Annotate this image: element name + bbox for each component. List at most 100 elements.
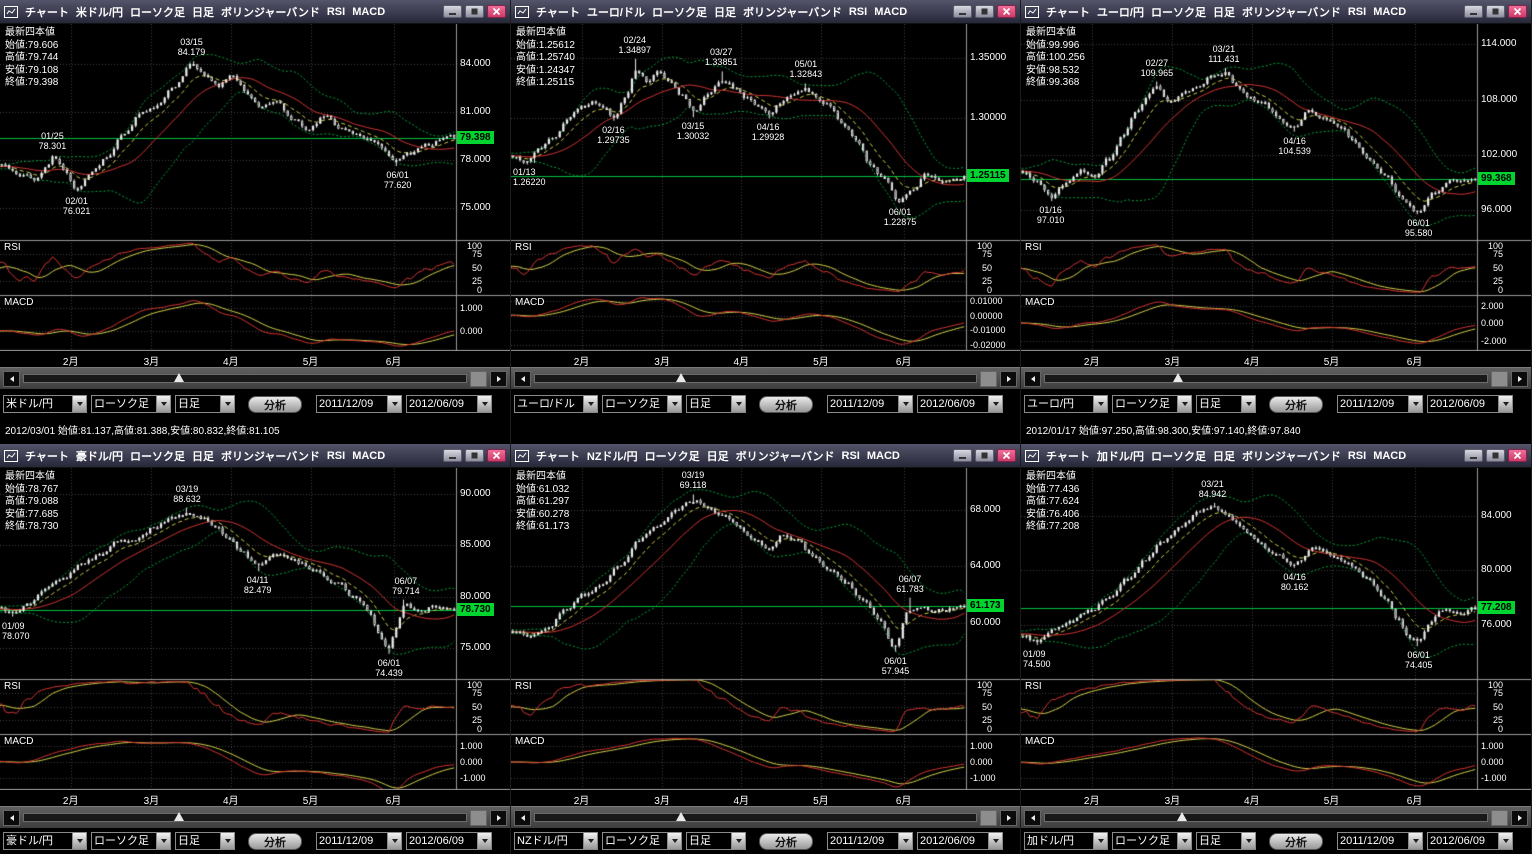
- dropdown-arrow-icon[interactable]: [72, 833, 86, 849]
- dropdown-arrow-icon[interactable]: [1408, 833, 1422, 849]
- close-button[interactable]: [997, 5, 1016, 18]
- scroll-left-button[interactable]: [514, 370, 531, 387]
- date-from-select[interactable]: 2011/12/09: [827, 832, 913, 850]
- maximize-button[interactable]: [465, 449, 484, 462]
- scroll-right-button[interactable]: [1511, 370, 1528, 387]
- date-to-select[interactable]: 2012/06/09: [917, 395, 1003, 413]
- menu-bollinger[interactable]: ボリンジャーバンド: [220, 450, 320, 463]
- scroll-left-button[interactable]: [514, 809, 531, 826]
- analyze-button[interactable]: 分析: [248, 395, 302, 413]
- close-button[interactable]: [1508, 449, 1527, 462]
- dropdown-arrow-icon[interactable]: [156, 833, 170, 849]
- scroll-right-button[interactable]: [490, 370, 507, 387]
- menu-bollinger[interactable]: ボリンジャーバンド: [220, 6, 320, 19]
- dropdown-arrow-icon[interactable]: [156, 396, 170, 412]
- maximize-button[interactable]: [465, 5, 484, 18]
- dropdown-arrow-icon[interactable]: [1498, 833, 1512, 849]
- dropdown-arrow-icon[interactable]: [583, 833, 597, 849]
- close-button[interactable]: [1508, 5, 1527, 18]
- timeframe-select[interactable]: 日足: [686, 832, 746, 850]
- menu-candle-type[interactable]: ローソク足: [644, 450, 700, 463]
- menu-chart[interactable]: チャート: [25, 450, 69, 463]
- scroll-extra-button[interactable]: [980, 370, 997, 387]
- minimize-button[interactable]: [1464, 449, 1483, 462]
- pair-select[interactable]: 豪ドル/円: [3, 832, 87, 850]
- candlestick-chart-canvas[interactable]: [511, 24, 1020, 351]
- menu-bollinger[interactable]: ボリンジャーバンド: [742, 6, 842, 19]
- chart-type-select[interactable]: ローソク足: [602, 395, 682, 413]
- dropdown-arrow-icon[interactable]: [988, 396, 1002, 412]
- close-button[interactable]: [487, 5, 506, 18]
- chart-type-select[interactable]: ローソク足: [1112, 395, 1192, 413]
- titlebar[interactable]: チャート NZドル/円 ローソク足 日足 ボリンジャーバンド RSI MACD: [511, 444, 1020, 468]
- date-to-select[interactable]: 2012/06/09: [406, 395, 492, 413]
- pair-select[interactable]: ユーロ/ドル: [514, 395, 598, 413]
- scroll-thumb[interactable]: [1172, 373, 1183, 382]
- menu-rsi[interactable]: RSI: [841, 449, 860, 462]
- dropdown-arrow-icon[interactable]: [477, 833, 491, 849]
- dropdown-arrow-icon[interactable]: [1241, 396, 1255, 412]
- menu-bollinger[interactable]: ボリンジャーバンド: [1241, 6, 1341, 19]
- minimize-button[interactable]: [1464, 5, 1483, 18]
- scroll-left-button[interactable]: [3, 370, 20, 387]
- menu-rsi[interactable]: RSI: [848, 5, 868, 18]
- dropdown-arrow-icon[interactable]: [72, 396, 86, 412]
- titlebar[interactable]: チャート 米ドル/円 ローソク足 日足 ボリンジャーバンド RSI MACD: [0, 0, 510, 24]
- scroll-track[interactable]: [1044, 373, 1488, 383]
- menu-pair[interactable]: 豪ドル/円: [75, 450, 123, 463]
- menu-chart[interactable]: チャート: [25, 6, 69, 19]
- maximize-button[interactable]: [975, 5, 994, 18]
- minimize-button[interactable]: [443, 449, 462, 462]
- scroll-right-button[interactable]: [1000, 370, 1017, 387]
- scroll-left-button[interactable]: [1024, 370, 1041, 387]
- dropdown-arrow-icon[interactable]: [387, 396, 401, 412]
- menu-macd[interactable]: MACD: [874, 5, 908, 18]
- chart-area[interactable]: 最新四本値 始値:1.25612 高値:1.25740 安値:1.24347 終…: [511, 24, 1020, 367]
- date-to-select[interactable]: 2012/06/09: [406, 832, 492, 850]
- dropdown-arrow-icon[interactable]: [220, 396, 234, 412]
- menu-pair[interactable]: ユーロ/ドル: [586, 6, 645, 19]
- chart-area[interactable]: 最新四本値 始値:61.032 高値:61.297 安値:60.278 終値:6…: [511, 468, 1020, 806]
- date-from-select[interactable]: 2011/12/09: [1337, 395, 1423, 413]
- date-from-select[interactable]: 2011/12/09: [1337, 832, 1423, 850]
- chart-type-select[interactable]: ローソク足: [91, 395, 171, 413]
- scroll-left-button[interactable]: [3, 809, 20, 826]
- menu-macd[interactable]: MACD: [866, 449, 900, 462]
- maximize-button[interactable]: [1486, 449, 1505, 462]
- analyze-button[interactable]: 分析: [759, 832, 813, 850]
- menu-candle-type[interactable]: ローソク足: [129, 450, 185, 463]
- dropdown-arrow-icon[interactable]: [731, 833, 745, 849]
- scroll-extra-button[interactable]: [470, 809, 487, 826]
- menu-bollinger[interactable]: ボリンジャーバンド: [735, 450, 835, 463]
- titlebar[interactable]: チャート ユーロ/ドル ローソク足 日足 ボリンジャーバンド RSI MACD: [511, 0, 1020, 24]
- dropdown-arrow-icon[interactable]: [583, 396, 597, 412]
- date-to-select[interactable]: 2012/06/09: [1427, 832, 1513, 850]
- menu-chart[interactable]: チャート: [536, 6, 580, 19]
- chart-type-select[interactable]: ローソク足: [602, 832, 682, 850]
- menu-macd[interactable]: MACD: [352, 449, 386, 462]
- analyze-button[interactable]: 分析: [1269, 832, 1323, 850]
- scroll-thumb[interactable]: [675, 812, 686, 821]
- menu-timeframe[interactable]: 日足: [713, 6, 736, 19]
- menu-rsi[interactable]: RSI: [1347, 5, 1367, 18]
- menu-macd[interactable]: MACD: [1373, 449, 1407, 462]
- chart-type-select[interactable]: ローソク足: [1112, 832, 1192, 850]
- menu-pair[interactable]: 米ドル/円: [75, 6, 123, 19]
- scroll-extra-button[interactable]: [980, 809, 997, 826]
- timeframe-select[interactable]: 日足: [686, 395, 746, 413]
- scroll-extra-button[interactable]: [1491, 370, 1508, 387]
- chart-area[interactable]: 最新四本値 始値:79.606 高値:79.744 安値:79.108 終値:7…: [0, 24, 510, 367]
- maximize-button[interactable]: [975, 449, 994, 462]
- scroll-extra-button[interactable]: [1491, 809, 1508, 826]
- timeframe-select[interactable]: 日足: [175, 832, 235, 850]
- menu-timeframe[interactable]: 日足: [1212, 450, 1235, 463]
- menu-macd[interactable]: MACD: [1373, 5, 1407, 18]
- menu-chart[interactable]: チャート: [1046, 450, 1090, 463]
- titlebar[interactable]: チャート 豪ドル/円 ローソク足 日足 ボリンジャーバンド RSI MACD: [0, 444, 510, 468]
- menu-pair[interactable]: 加ドル/円: [1096, 450, 1144, 463]
- scroll-right-button[interactable]: [1511, 809, 1528, 826]
- menu-timeframe[interactable]: 日足: [191, 450, 214, 463]
- chart-area[interactable]: 最新四本値 始値:78.767 高値:79.088 安値:77.685 終値:7…: [0, 468, 510, 806]
- date-to-select[interactable]: 2012/06/09: [917, 832, 1003, 850]
- dropdown-arrow-icon[interactable]: [1177, 396, 1191, 412]
